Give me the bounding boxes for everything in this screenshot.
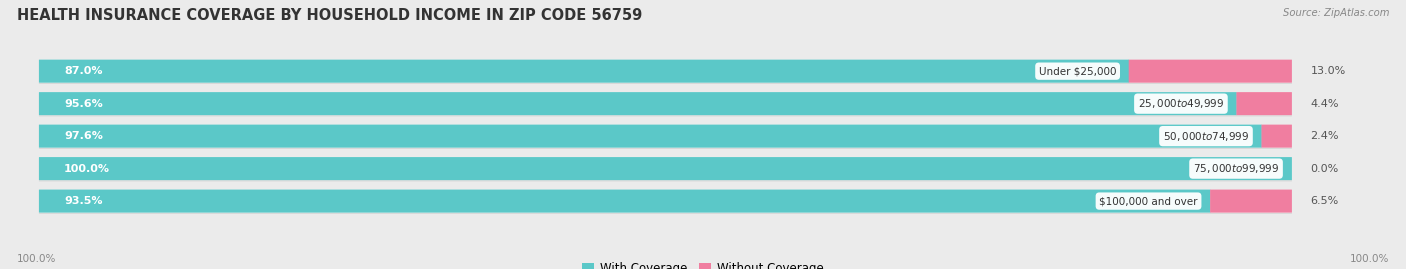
Text: Under $25,000: Under $25,000 — [1039, 66, 1116, 76]
Text: 87.0%: 87.0% — [65, 66, 103, 76]
Text: $25,000 to $49,999: $25,000 to $49,999 — [1137, 97, 1225, 110]
Text: 13.0%: 13.0% — [1310, 66, 1346, 76]
Text: 97.6%: 97.6% — [65, 131, 103, 141]
Text: HEALTH INSURANCE COVERAGE BY HOUSEHOLD INCOME IN ZIP CODE 56759: HEALTH INSURANCE COVERAGE BY HOUSEHOLD I… — [17, 8, 643, 23]
Text: 100.0%: 100.0% — [65, 164, 110, 174]
Text: $50,000 to $74,999: $50,000 to $74,999 — [1163, 130, 1249, 143]
Text: 93.5%: 93.5% — [65, 196, 103, 206]
Text: 95.6%: 95.6% — [65, 99, 103, 109]
FancyBboxPatch shape — [39, 60, 1129, 83]
FancyBboxPatch shape — [39, 190, 1211, 213]
FancyBboxPatch shape — [39, 60, 1292, 83]
Text: 4.4%: 4.4% — [1310, 99, 1339, 109]
FancyBboxPatch shape — [39, 125, 1261, 148]
FancyBboxPatch shape — [1211, 190, 1292, 213]
FancyBboxPatch shape — [39, 157, 1292, 180]
FancyBboxPatch shape — [39, 92, 1237, 115]
FancyBboxPatch shape — [39, 125, 1292, 149]
Text: Source: ZipAtlas.com: Source: ZipAtlas.com — [1282, 8, 1389, 18]
Text: 6.5%: 6.5% — [1310, 196, 1339, 206]
Text: $75,000 to $99,999: $75,000 to $99,999 — [1192, 162, 1279, 175]
Text: 100.0%: 100.0% — [1350, 254, 1389, 264]
FancyBboxPatch shape — [39, 190, 1292, 213]
Text: 2.4%: 2.4% — [1310, 131, 1339, 141]
FancyBboxPatch shape — [39, 92, 1292, 115]
FancyBboxPatch shape — [1236, 92, 1292, 115]
FancyBboxPatch shape — [1129, 60, 1292, 83]
Text: $100,000 and over: $100,000 and over — [1099, 196, 1198, 206]
Text: 0.0%: 0.0% — [1310, 164, 1339, 174]
FancyBboxPatch shape — [39, 92, 1292, 116]
Text: 100.0%: 100.0% — [17, 254, 56, 264]
FancyBboxPatch shape — [39, 60, 1292, 84]
FancyBboxPatch shape — [39, 157, 1292, 180]
FancyBboxPatch shape — [39, 190, 1292, 214]
FancyBboxPatch shape — [39, 157, 1292, 181]
FancyBboxPatch shape — [1261, 125, 1292, 148]
Legend: With Coverage, Without Coverage: With Coverage, Without Coverage — [582, 262, 824, 269]
FancyBboxPatch shape — [39, 125, 1292, 148]
